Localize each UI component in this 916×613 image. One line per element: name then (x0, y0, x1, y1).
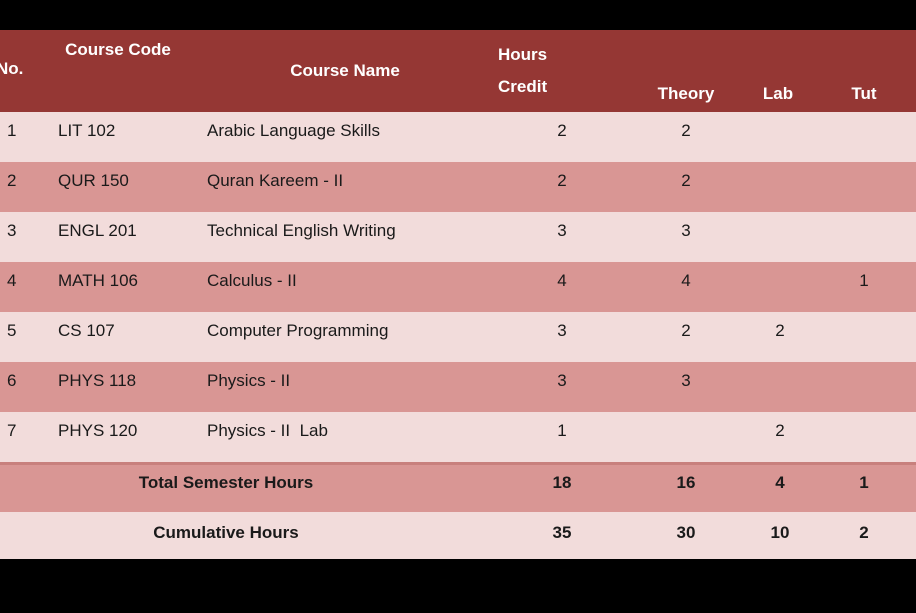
cell-code: LIT 102 (58, 121, 116, 140)
cell-tut: 1 (859, 473, 869, 492)
cell-credit: 2 (557, 121, 567, 140)
cell-theory: 4 (681, 271, 691, 290)
table-header-row: No. Course Code Course Name Hours Credit… (0, 30, 916, 112)
total-row-top-border (0, 462, 916, 465)
total-row-label: Total Semester Hours (138, 473, 314, 492)
cell-lab: 2 (775, 421, 785, 440)
cell-code: CS 107 (58, 321, 115, 340)
cell-credit: 3 (557, 371, 567, 390)
cell-no: 7 (7, 421, 17, 440)
hours-credit-line1: Hours (498, 45, 548, 64)
table-row: 7 PHYS 120 Physics - II Lab 1 2 (0, 412, 916, 462)
cell-code: ENGL 201 (58, 221, 137, 240)
cell-theory: 2 (681, 321, 691, 340)
column-header-course-name: Course Name (290, 61, 400, 80)
cell-theory: 2 (681, 121, 691, 140)
cell-lab: 4 (775, 473, 785, 492)
semester-courses-table: No. Course Code Course Name Hours Credit… (0, 30, 916, 559)
table-row: 6 PHYS 118 Physics - II 3 3 (0, 362, 916, 412)
total-semester-hours-row: Total Semester Hours 18 16 4 1 (0, 465, 916, 512)
cell-theory: 3 (681, 221, 691, 240)
cell-name: Technical English Writing (207, 221, 396, 240)
cell-no: 3 (7, 221, 17, 240)
cell-code: PHYS 118 (58, 371, 137, 390)
cell-no: 6 (7, 371, 17, 390)
table-row: 2 QUR 150 Quran Kareem - II 2 2 (0, 162, 916, 212)
cell-no: 4 (7, 271, 17, 290)
cell-lab: 2 (775, 321, 785, 340)
cumulative-row-label: Cumulative Hours (153, 523, 299, 542)
cell-tut: 2 (859, 523, 869, 542)
cell-tut: 1 (859, 271, 869, 290)
cell-no: 1 (7, 121, 17, 140)
cell-no: 2 (7, 171, 17, 190)
cell-no: 5 (7, 321, 17, 340)
table-row: 1 LIT 102 Arabic Language Skills 2 2 (0, 112, 916, 162)
cell-name: Calculus - II (207, 271, 297, 290)
hours-credit-line2: Credit (498, 77, 548, 96)
cell-theory: 3 (681, 371, 691, 390)
cell-theory: 2 (681, 171, 691, 190)
table-row: 4 MATH 106 Calculus - II 4 4 1 (0, 262, 916, 312)
column-header-no: No. (0, 59, 24, 78)
cumulative-hours-row: Cumulative Hours 35 30 10 2 (0, 512, 916, 559)
cell-credit: 35 (552, 523, 572, 542)
cell-name: Arabic Language Skills (207, 121, 380, 140)
column-header-lab: Lab (762, 84, 794, 103)
cell-credit: 2 (557, 171, 567, 190)
cell-credit: 3 (557, 321, 567, 340)
table-row: 5 CS 107 Computer Programming 3 2 2 (0, 312, 916, 362)
cell-credit: 1 (557, 421, 567, 440)
cell-name: Quran Kareem - II (207, 171, 344, 190)
cell-credit: 4 (557, 271, 567, 290)
cell-lab: 10 (770, 523, 790, 542)
cell-credit: 3 (557, 221, 567, 240)
table-row: 3 ENGL 201 Technical English Writing 3 3 (0, 212, 916, 262)
column-header-course-code: Course Code (65, 40, 171, 59)
cell-theory: 30 (676, 523, 696, 542)
column-header-tut: Tut (851, 84, 877, 103)
cell-name: Computer Programming (207, 321, 389, 340)
cell-name: Physics - II Lab (207, 421, 328, 440)
cell-code: MATH 106 (58, 271, 138, 290)
cell-credit: 18 (552, 473, 572, 492)
column-header-theory: Theory (657, 84, 715, 103)
cell-theory: 16 (676, 473, 696, 492)
column-header-hours-credit: Hours Credit (498, 39, 547, 103)
cell-code: QUR 150 (58, 171, 129, 190)
cell-code: PHYS 120 (58, 421, 138, 440)
cell-name: Physics - II (207, 371, 291, 390)
